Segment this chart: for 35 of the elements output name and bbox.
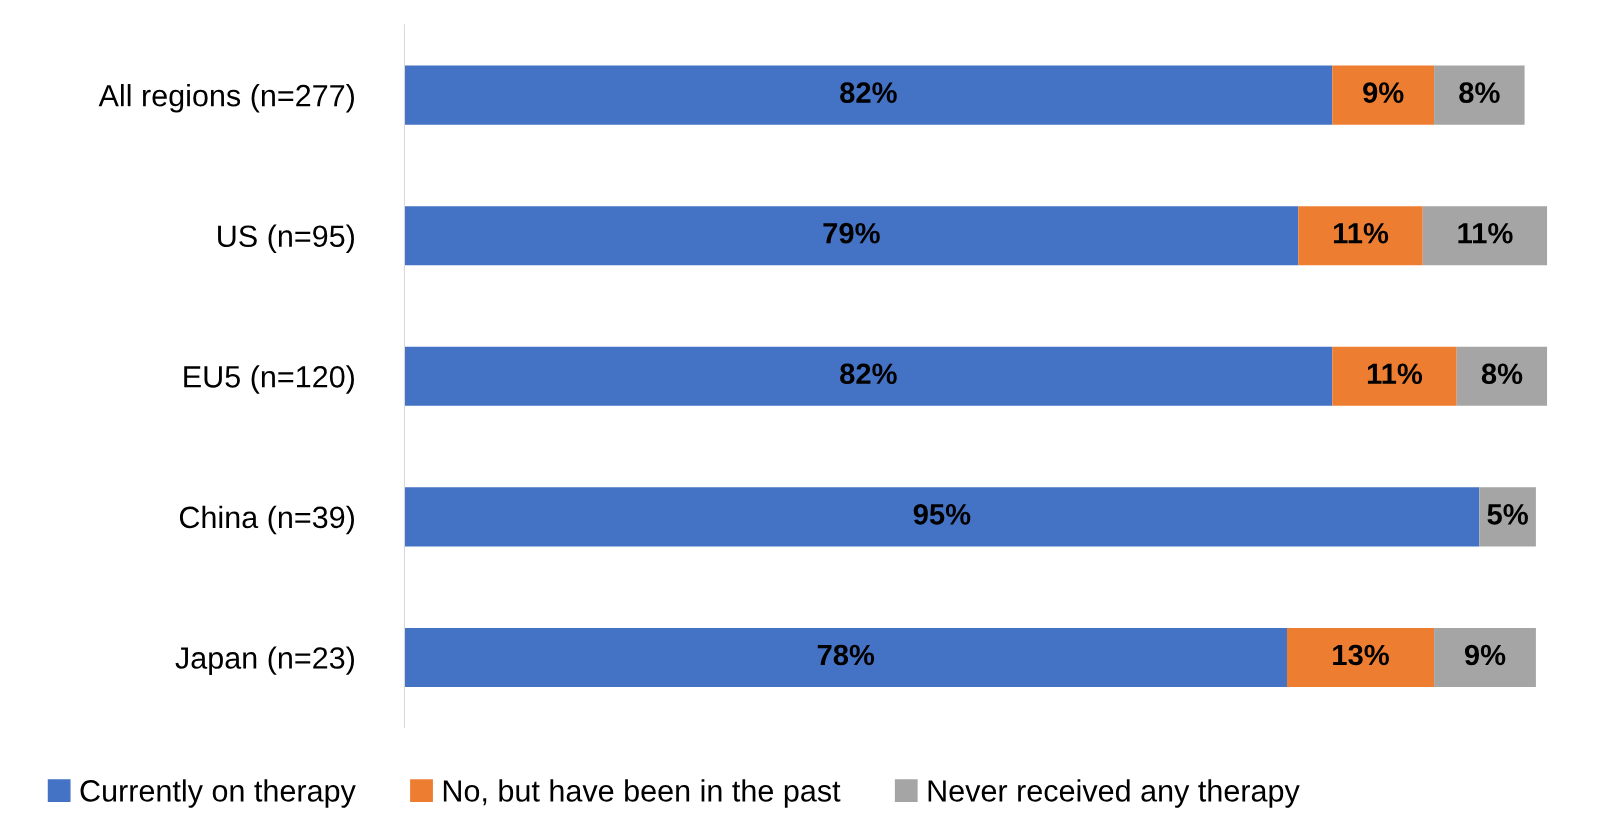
bar — [1332, 65, 1435, 125]
bar — [404, 206, 1299, 266]
bar — [1286, 627, 1435, 687]
bar — [404, 346, 1333, 406]
bar — [1298, 206, 1423, 266]
bar — [1434, 65, 1525, 125]
data-label: 11% — [1458, 222, 1513, 244]
bar — [1434, 627, 1536, 687]
data-label: 78% — [817, 644, 875, 666]
bar — [1422, 206, 1548, 266]
bar — [1332, 346, 1457, 406]
legend-label: Never received any therapy — [928, 779, 1300, 808]
data-label: 9% — [1464, 644, 1506, 666]
data-label: 11% — [1333, 222, 1389, 244]
data-label: 5% — [1487, 504, 1528, 525]
data-label: 95% — [913, 504, 971, 525]
data-label: 8% — [1459, 82, 1500, 103]
data-label: 82% — [840, 82, 897, 103]
data-label: 8% — [1481, 363, 1523, 385]
legend-label: No, but have been in the past — [443, 779, 841, 808]
bar — [404, 627, 1287, 687]
bar — [404, 487, 1480, 547]
bar — [1456, 346, 1548, 406]
data-label: 11% — [1367, 363, 1423, 385]
bar — [404, 65, 1333, 125]
data-label: 13% — [1333, 644, 1389, 666]
y-tick-label: China (n=39) — [179, 505, 354, 535]
y-tick-label: EU5 (n=120) — [184, 365, 354, 394]
y-tick-label: US (n=95) — [218, 224, 354, 254]
legend-label: Currently on therapy — [80, 779, 356, 808]
data-label: 9% — [1363, 82, 1404, 103]
data-label: 82% — [840, 363, 897, 385]
y-tick-label: All regions (n=277) — [98, 84, 354, 113]
y-tick-label: Japan (n=23) — [175, 646, 354, 675]
data-label: 79% — [823, 222, 880, 244]
